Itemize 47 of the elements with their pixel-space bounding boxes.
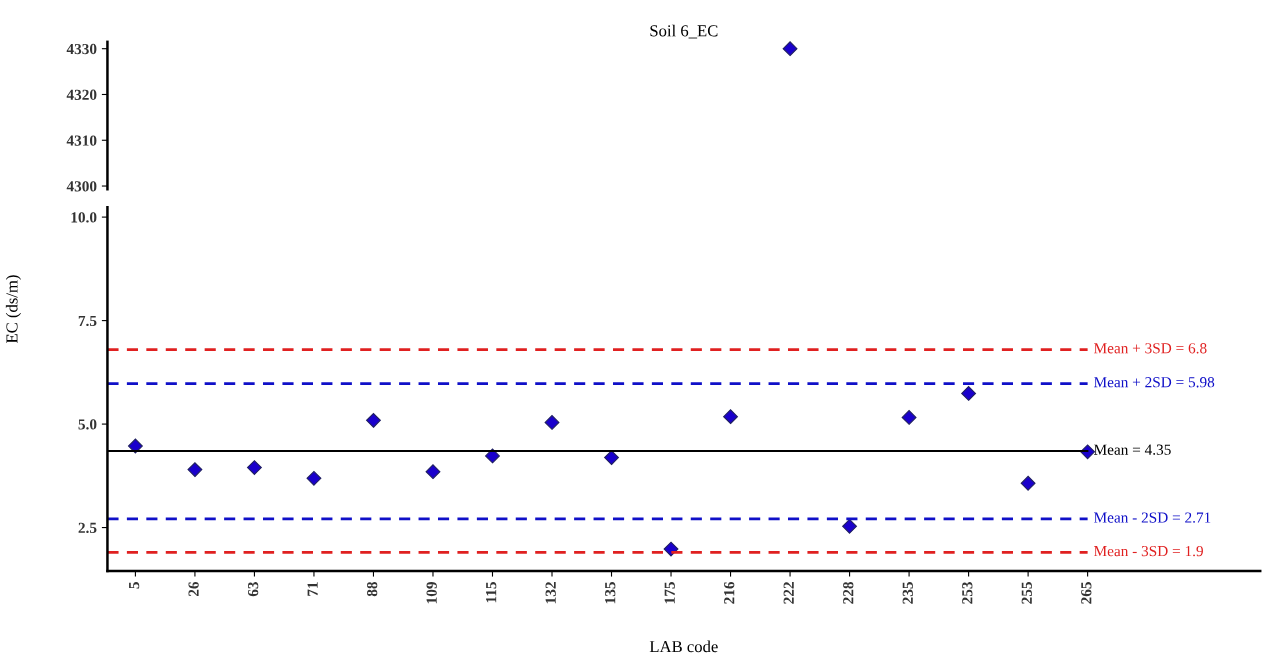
ref-line-label: Mean + 3SD = 6.8 bbox=[1094, 343, 1207, 354]
point bbox=[901, 410, 917, 425]
y-tick-label: 7.5 bbox=[78, 315, 97, 327]
point bbox=[425, 464, 441, 480]
x-tick-label: 175 bbox=[664, 582, 675, 604]
point bbox=[544, 414, 560, 430]
x-axis-title: LAB code bbox=[649, 640, 718, 653]
x-tick-label: 222 bbox=[783, 582, 794, 604]
point bbox=[247, 460, 262, 475]
point bbox=[842, 518, 857, 534]
y-axis-title: EC (ds/m) bbox=[5, 275, 21, 344]
y-tick-label: 5.0 bbox=[78, 419, 97, 430]
x-tick-label: 135 bbox=[605, 582, 616, 604]
y-tick-label: 4330 bbox=[66, 43, 97, 55]
point bbox=[306, 470, 322, 486]
point bbox=[604, 450, 619, 466]
x-tick-label: 63 bbox=[247, 581, 259, 597]
x-tick-label: 88 bbox=[366, 581, 378, 597]
x-tick-label: 255 bbox=[1021, 582, 1032, 604]
ref-line-label: Mean - 3SD = 1.9 bbox=[1094, 545, 1203, 557]
point bbox=[366, 412, 381, 428]
x-tick-label: 71 bbox=[307, 582, 318, 596]
x-tick-label: 5 bbox=[129, 582, 140, 589]
point bbox=[187, 462, 203, 478]
x-tick-label: 216 bbox=[724, 581, 735, 604]
ref-line-label: Mean = 4.35 bbox=[1094, 444, 1171, 455]
x-tick-label: 265 bbox=[1081, 582, 1092, 604]
y-tick-label: 4320 bbox=[66, 89, 97, 100]
point bbox=[1020, 475, 1036, 491]
x-tick-label: 253 bbox=[962, 581, 973, 604]
point bbox=[723, 409, 738, 425]
x-tick-label: 235 bbox=[902, 582, 913, 604]
point bbox=[961, 386, 977, 401]
point bbox=[485, 448, 500, 464]
chart-title: Soil 6_EC bbox=[650, 24, 718, 39]
x-tick-label: 132 bbox=[545, 582, 556, 604]
x-tick-label: 109 bbox=[426, 582, 437, 604]
y-tick-label: 4310 bbox=[66, 135, 97, 146]
x-tick-label: 115 bbox=[486, 582, 497, 603]
x-tick-label: 228 bbox=[843, 581, 854, 604]
y-tick-label: 4300 bbox=[66, 181, 97, 192]
ref-line-label: Mean + 2SD = 5.98 bbox=[1094, 377, 1215, 388]
y-tick-label: 10.0 bbox=[71, 212, 97, 223]
y-tick-label: 2.5 bbox=[78, 522, 97, 534]
point bbox=[127, 438, 143, 454]
x-tick-label: 26 bbox=[188, 581, 199, 597]
ref-line-label: Mean - 2SD = 2.71 bbox=[1094, 512, 1211, 523]
